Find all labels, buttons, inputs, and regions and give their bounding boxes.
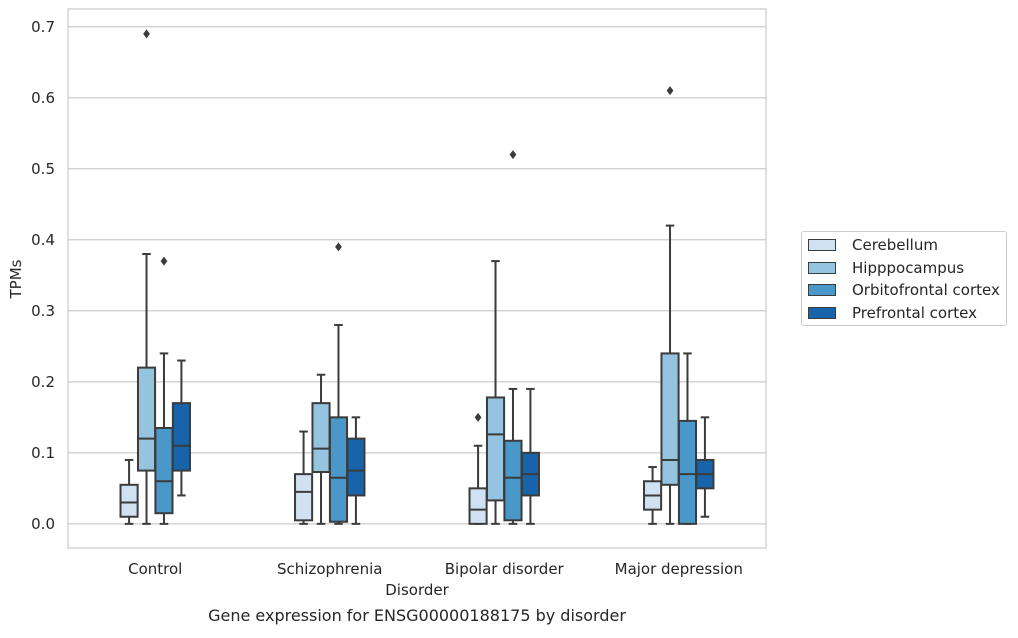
y-tick-label: 0.5 bbox=[31, 160, 55, 178]
outlier-point bbox=[160, 256, 168, 266]
x-tick-label: Schizophrenia bbox=[277, 560, 382, 578]
legend-label-cerebellum: Cerebellum bbox=[852, 236, 938, 254]
y-axis-label: TPMs bbox=[7, 259, 25, 299]
box-prefrontal-cortex-control bbox=[171, 359, 191, 497]
legend-label-orbitofrontal-cortex: Orbitofrontal cortex bbox=[852, 281, 1000, 299]
x-tick-label: Bipolar disorder bbox=[445, 560, 565, 578]
box-iqr bbox=[119, 483, 139, 518]
outlier-point bbox=[509, 150, 517, 160]
y-tick-label: 0.4 bbox=[31, 231, 55, 249]
x-axis-label: Disorder bbox=[385, 581, 449, 599]
box-iqr bbox=[468, 487, 488, 525]
y-tick-label: 0.7 bbox=[31, 18, 55, 36]
outlier-point bbox=[143, 29, 150, 39]
legend-swatch-prefrontal-cortex bbox=[808, 307, 836, 319]
legend-item-orbitofrontal-cortex: Orbitofrontal cortex bbox=[808, 280, 1000, 300]
box-orbitofrontal-cortex-major-depression bbox=[677, 352, 698, 525]
legend-swatch-hippocampus bbox=[808, 262, 836, 274]
legend-label-prefrontal-cortex: Prefrontal cortex bbox=[852, 304, 977, 322]
box-hipppocampus-bipolar-disorder bbox=[485, 260, 506, 525]
legend-item-prefrontal-cortex: Prefrontal cortex bbox=[808, 303, 977, 323]
box-iqr bbox=[171, 402, 191, 472]
outlier-point bbox=[666, 86, 674, 96]
box-iqr bbox=[311, 402, 331, 474]
box-hipppocampus-major-depression bbox=[660, 86, 680, 525]
box-iqr bbox=[346, 437, 366, 497]
outlier-point bbox=[474, 412, 482, 422]
x-tick-labels: Control Schizophrenia Bipolar disorder Majo… bbox=[128, 560, 743, 578]
box-iqr bbox=[503, 439, 523, 522]
outlier-point bbox=[335, 242, 342, 252]
box-cerebellum-schizophrenia bbox=[294, 430, 314, 525]
plot-area-frame bbox=[67, 8, 767, 549]
box-cerebellum-bipolar-disorder bbox=[468, 412, 488, 525]
y-tick-label: 0.0 bbox=[31, 515, 55, 533]
y-tick-label: 0.1 bbox=[31, 444, 55, 462]
legend-item-cerebellum: Cerebellum bbox=[808, 235, 938, 255]
legend-swatch-orbitofrontal-cortex bbox=[808, 284, 836, 296]
box-prefrontal-cortex-bipolar-disorder bbox=[520, 387, 540, 525]
legend-label-hippocampus: Hipppocampus bbox=[852, 259, 965, 277]
series-prefrontal-cortex bbox=[171, 359, 715, 525]
box-prefrontal-cortex-schizophrenia bbox=[346, 416, 366, 525]
legend-swatch-cerebellum bbox=[808, 239, 836, 251]
legend: Cerebellum Hipppocampus Orbitofrontal co… bbox=[801, 231, 1007, 326]
box-iqr bbox=[136, 366, 157, 472]
box-iqr bbox=[485, 396, 506, 502]
chart-caption: Gene expression for ENSG00000188175 by d… bbox=[208, 606, 626, 625]
y-tick-label: 0.3 bbox=[31, 302, 55, 320]
box-hipppocampus-control bbox=[136, 29, 157, 525]
box-prefrontal-cortex-major-depression bbox=[695, 416, 715, 518]
y-tick-label: 0.6 bbox=[31, 89, 55, 107]
box-iqr bbox=[660, 352, 680, 486]
box-series-group bbox=[119, 29, 715, 525]
x-tick-label: Major depression bbox=[615, 560, 743, 578]
box-iqr bbox=[154, 426, 174, 515]
x-tick-label: Control bbox=[128, 560, 182, 578]
box-iqr bbox=[328, 416, 349, 523]
y-tick-labels: 0.0 0.1 0.2 0.3 0.4 0.5 0.6 0.7 bbox=[31, 18, 55, 533]
y-tick-label: 0.2 bbox=[31, 373, 55, 391]
box-iqr bbox=[677, 419, 698, 525]
box-iqr bbox=[294, 473, 314, 522]
box-cerebellum-major-depression bbox=[643, 466, 663, 525]
box-orbitofrontal-cortex-control bbox=[154, 256, 174, 525]
series-cerebellum bbox=[119, 412, 663, 525]
series-hipppocampus bbox=[136, 29, 680, 525]
box-cerebellum-control bbox=[119, 458, 139, 525]
legend-item-hippocampus: Hipppocampus bbox=[808, 258, 964, 278]
